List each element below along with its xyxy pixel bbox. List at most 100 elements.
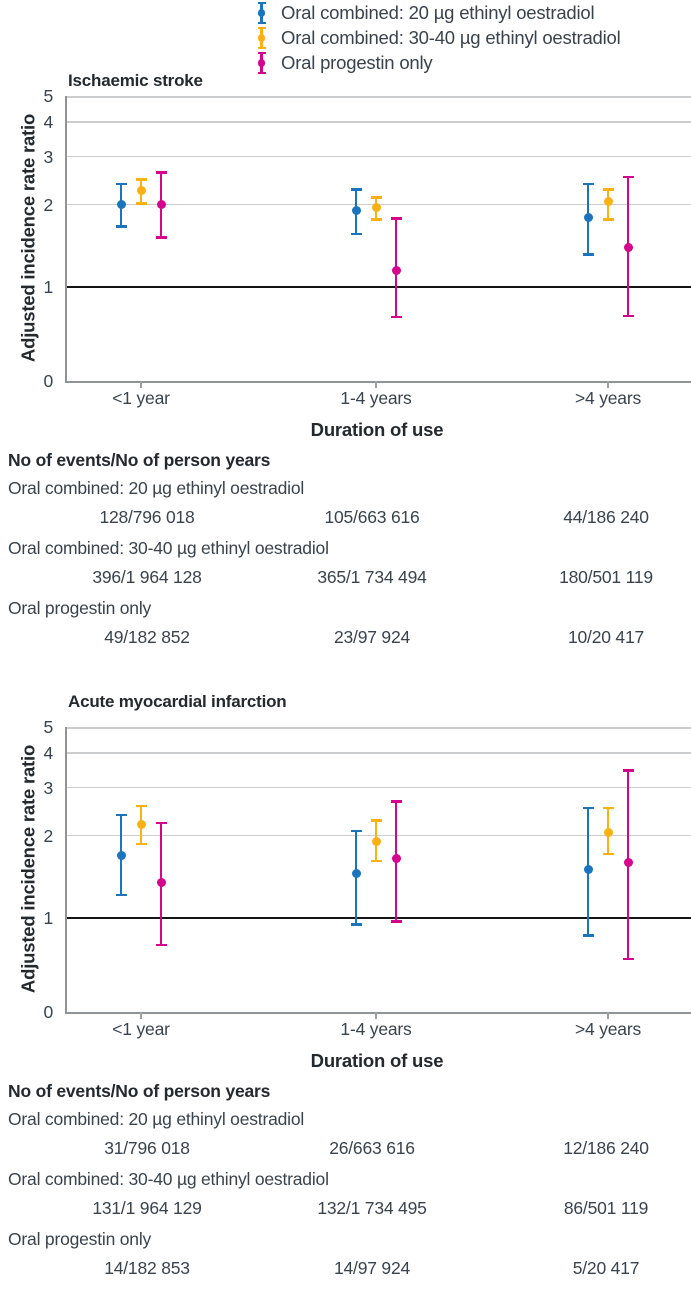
events-table-value: 14/97 924 (333, 1258, 411, 1278)
events-table-row-label: Oral progestin only (8, 1229, 152, 1249)
y-tick-label: 3 (43, 777, 53, 798)
events-table-value: 105/663 616 (324, 507, 420, 527)
gridline (67, 96, 691, 98)
y-tick-label: 0 (43, 371, 53, 391)
events-table-value: 131/1 964 129 (92, 1198, 202, 1218)
events-table-value: 128/796 018 (99, 507, 195, 527)
x-tick-label: 1-4 years (340, 388, 412, 408)
point-dot (116, 200, 126, 210)
legend-marker-cap-bottom (257, 21, 266, 24)
plot-area-ischaemic-stroke: 0 1 2 3 4 5 <1 year 1-4 years >4 years (43, 86, 691, 408)
y-tick-label: 0 (43, 1002, 53, 1022)
events-table-value: 10/20 417 (567, 627, 645, 647)
y-tick-label: 1 (43, 908, 53, 928)
legend-item-label: Oral combined: 20 µg ethinyl oestradiol (281, 2, 595, 23)
point-dot (603, 197, 613, 207)
events-table-value: 14/182 853 (104, 1258, 190, 1278)
events-table-row-label: Oral progestin only (8, 598, 152, 618)
point-dot (391, 265, 401, 275)
events-table-row-label: Oral combined: 30-40 µg ethinyl oestradi… (8, 538, 329, 558)
legend-marker-dot (257, 34, 266, 42)
gridline (67, 752, 691, 755)
point-dot (603, 828, 613, 838)
x-tick-label: <1 year (112, 1019, 170, 1039)
chart-title-acute-myocardial-infarction: Acute myocardial infarction (68, 692, 287, 711)
point-dot (623, 242, 633, 252)
events-table-value: 31/796 018 (104, 1138, 190, 1158)
gridline (67, 834, 691, 837)
events-table-value: 5/20 417 (572, 1258, 640, 1278)
point-dot (136, 186, 146, 196)
point-dot (156, 200, 166, 210)
events-table-header: No of events/No of person years (8, 1081, 271, 1101)
y-tick-label: 1 (43, 277, 53, 297)
events-table-row-label: Oral combined: 20 µg ethinyl oestradiol (8, 1109, 305, 1129)
chart-title-ischaemic-stroke: Ischaemic stroke (68, 71, 203, 90)
point-dot (583, 212, 593, 222)
point-dot (351, 206, 361, 216)
x-axis-title: Duration of use (310, 419, 444, 440)
gridline (67, 727, 691, 729)
point-dot (351, 869, 361, 879)
x-tick-label: >4 years (574, 388, 642, 408)
gridline (67, 786, 691, 789)
x-tick (607, 381, 609, 388)
events-table-value: 23/97 924 (333, 627, 411, 647)
legend-marker-cap-top (257, 52, 266, 55)
y-tick-label: 5 (43, 717, 53, 737)
x-tick (607, 1012, 609, 1019)
x-tick-label: 1-4 years (340, 1019, 412, 1039)
events-table-value: 86/501 119 (563, 1198, 649, 1218)
legend-marker-cap-top (257, 27, 266, 30)
x-tick (375, 381, 377, 388)
legend-marker-cap-bottom (257, 71, 266, 74)
point-dot (156, 877, 166, 887)
events-table-value: 44/186 240 (563, 507, 649, 527)
legend-marker-icon (256, 27, 267, 49)
point-dot (371, 203, 381, 213)
point-dot (116, 850, 126, 860)
events-table-value: 132/1 734 495 (317, 1198, 427, 1218)
gridline (67, 155, 691, 158)
x-axis-title: Duration of use (310, 1050, 444, 1071)
events-table-value: 26/663 616 (329, 1138, 415, 1158)
legend-marker-icon (256, 52, 267, 74)
x-tick (375, 1012, 377, 1019)
legend: Oral combined: 20 µg ethinyl oestradiol O… (0, 0, 691, 78)
y-tick-label: 2 (43, 825, 53, 846)
y-tick-label: 3 (43, 146, 53, 167)
point-dot (583, 865, 593, 875)
legend-item-label: Oral combined: 30-40 µg ethinyl oestradi… (281, 27, 621, 48)
plot-area-acute-myocardial-infarction: 0 1 2 3 4 5 <1 year 1-4 years >4 years (43, 717, 691, 1039)
point-dot (371, 837, 381, 847)
x-tick-label: <1 year (112, 388, 170, 408)
y-tick-label: 2 (43, 194, 53, 215)
events-table-row-label: Oral combined: 30-40 µg ethinyl oestradi… (8, 1169, 329, 1189)
x-tick-label: >4 years (574, 1019, 642, 1039)
y-tick-label: 4 (43, 743, 53, 764)
events-table-value: 396/1 964 128 (92, 567, 202, 587)
point-dot (391, 854, 401, 864)
y-tick-label: 4 (43, 112, 53, 133)
x-tick (140, 381, 142, 388)
legend-marker-cap-top (257, 2, 266, 5)
events-table-value: 365/1 734 494 (317, 567, 427, 587)
events-table-value: 49/182 852 (104, 627, 190, 647)
legend-item-label: Oral progestin only (281, 52, 433, 73)
events-table-value: 180/501 119 (559, 567, 653, 587)
legend-marker-icon (256, 2, 267, 24)
y-axis-label: Adjusted incidence rate ratio (17, 113, 39, 363)
events-table-header: No of events/No of person years (8, 450, 271, 470)
events-table-value: 12/186 240 (563, 1138, 649, 1158)
point-dot (623, 857, 633, 867)
events-table-row-label: Oral combined: 20 µg ethinyl oestradiol (8, 478, 305, 498)
reference-line (67, 286, 691, 288)
y-axis-label: Adjusted incidence rate ratio (17, 744, 39, 994)
gridline (67, 121, 691, 124)
reference-line (67, 917, 691, 919)
point-dot (136, 819, 146, 829)
legend-marker-dot (257, 9, 266, 17)
legend-marker-cap-bottom (257, 46, 266, 49)
y-tick-label: 5 (43, 86, 53, 106)
